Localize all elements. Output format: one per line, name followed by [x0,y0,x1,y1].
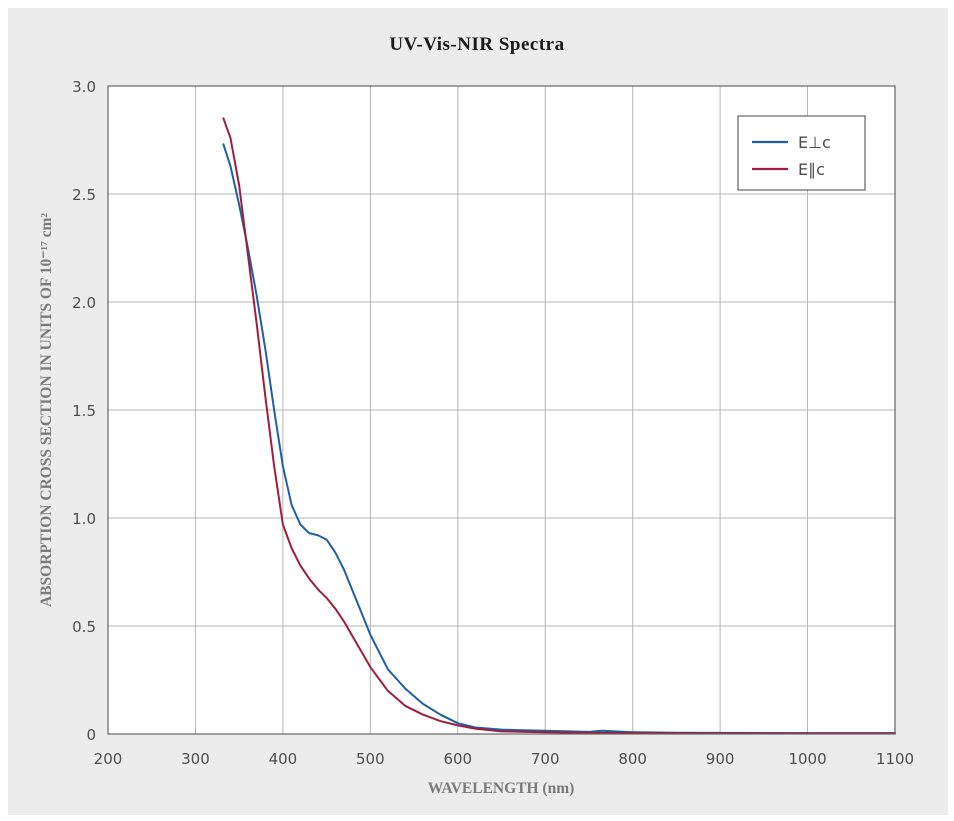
plot-frame [107,85,896,735]
y-tick-labels: 0 0.5 1.0 1.5 2.0 2.5 3.0 [72,78,96,744]
y-tick-label: 1.0 [72,510,96,528]
x-tick-label: 700 [531,750,560,768]
y-tick-label: 0.5 [72,618,96,636]
y-tick-label: 2.5 [72,186,96,204]
x-tick-label: 300 [181,750,210,768]
x-tick-label: 800 [618,750,647,768]
series-line-parallel [222,117,896,735]
x-tick-label: 500 [356,750,385,768]
x-tick-label: 1000 [788,750,826,768]
x-tick-label: 600 [443,750,472,768]
x-tick-labels: 200 300 400 500 600 700 800 900 1000 1100 [94,750,914,768]
y-tick-label: 2.0 [72,294,96,312]
legend-box [737,115,866,191]
x-tick-label: 200 [94,750,123,768]
series-group [222,117,896,735]
x-tick-label: 1100 [876,750,914,768]
x-tick-label: 900 [706,750,735,768]
legend-label-perpendicular: E⊥c [798,133,831,152]
series-line-perpendicular [222,143,896,735]
y-tick-label: 0 [86,726,96,744]
x-tick-label: 400 [269,750,298,768]
y-axis-title: ABSORPTION CROSS SECTION IN UNITS OF 10⁻… [38,213,55,607]
x-axis-title: WAVELENGTH (nm) [428,780,575,797]
y-tick-label: 3.0 [72,78,96,96]
legend-label-parallel: E∥c [798,160,825,179]
legend: E⊥c E∥c [737,115,866,191]
chart-title: UV-Vis-NIR Spectra [389,34,565,55]
y-tick-label: 1.5 [72,402,96,420]
